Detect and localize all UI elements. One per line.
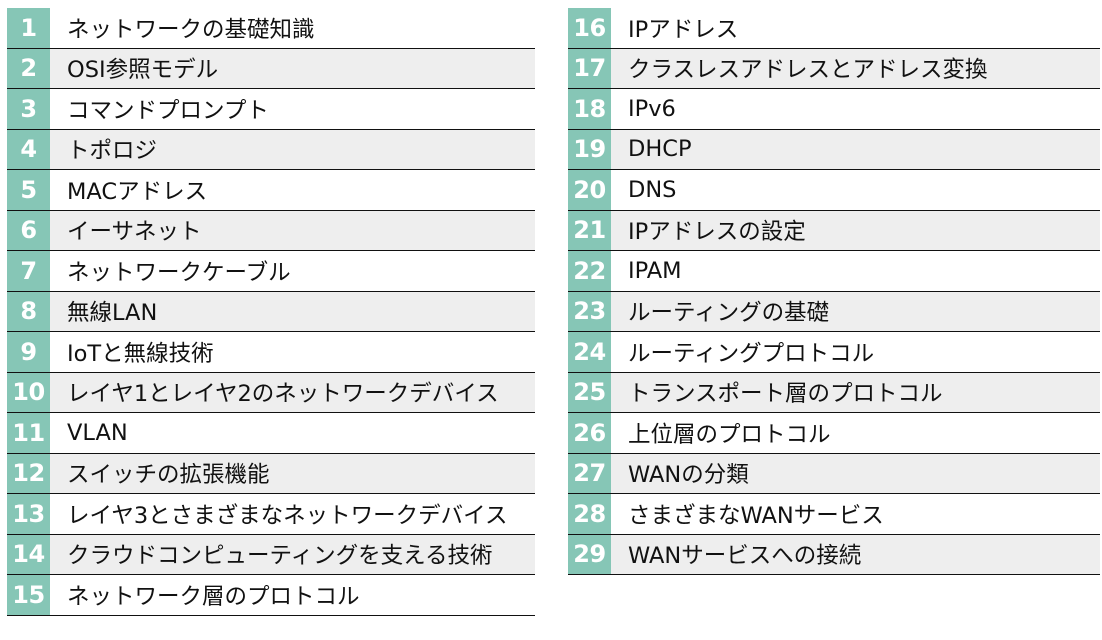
list-item: 24 ルーティングプロトコル xyxy=(568,332,1100,373)
chapter-title: IPアドレスの設定 xyxy=(628,219,806,246)
list-item: 16 IPアドレス xyxy=(568,8,1100,49)
chapter-number: 23 xyxy=(568,291,611,331)
chapter-title: WANの分類 xyxy=(628,462,749,489)
chapter-title: ルーティングの基礎 xyxy=(628,300,830,327)
chapter-title: IoTと無線技術 xyxy=(67,340,214,367)
chapter-title: DNS xyxy=(628,176,677,203)
chapter-number: 1 xyxy=(7,8,50,48)
chapter-title: IPv6 xyxy=(628,95,676,122)
list-item: 1 ネットワークの基礎知識 xyxy=(7,8,535,49)
chapter-title: レイヤ1とレイヤ2のネットワークデバイス xyxy=(67,381,499,408)
chapter-number: 4 xyxy=(7,129,50,169)
chapter-number: 5 xyxy=(7,170,50,210)
chapter-number: 10 xyxy=(7,372,50,412)
chapter-number: 19 xyxy=(568,129,611,169)
chapter-number: 15 xyxy=(7,575,50,615)
list-item: 10 レイヤ1とレイヤ2のネットワークデバイス xyxy=(7,372,535,413)
list-item: 22 IPAM xyxy=(568,251,1100,292)
list-item: 17 クラスレスアドレスとアドレス変換 xyxy=(568,48,1100,89)
list-item: 2 OSI参照モデル xyxy=(7,48,535,89)
list-item: 26 上位層のプロトコル xyxy=(568,413,1100,454)
chapter-title: ネットワークケーブル xyxy=(67,259,291,286)
chapter-title: レイヤ3とさまざまなネットワークデバイス xyxy=(67,502,508,529)
chapter-number: 22 xyxy=(568,251,611,291)
chapter-number: 14 xyxy=(7,534,50,574)
list-item: 15 ネットワーク層のプロトコル xyxy=(7,575,535,616)
chapter-number: 26 xyxy=(568,413,611,453)
chapter-title: ネットワークの基礎知識 xyxy=(67,16,315,43)
chapter-title: クラウドコンピューティングを支える技術 xyxy=(67,543,493,570)
chapter-number: 17 xyxy=(568,48,611,88)
list-item: 23 ルーティングの基礎 xyxy=(568,291,1100,332)
chapter-number: 6 xyxy=(7,210,50,250)
chapter-number: 9 xyxy=(7,332,50,372)
list-item: 28 さまざまなWANサービス xyxy=(568,494,1100,535)
chapter-title: ネットワーク層のプロトコル xyxy=(67,583,360,610)
chapter-title: WANサービスへの接続 xyxy=(628,543,862,570)
chapter-title: MACアドレス xyxy=(67,178,208,205)
chapter-title: VLAN xyxy=(67,419,128,446)
chapter-title: スイッチの拡張機能 xyxy=(67,462,270,489)
chapter-title: トランスポート層のプロトコル xyxy=(628,381,943,408)
chapter-title: イーサネット xyxy=(67,219,202,246)
chapter-number: 3 xyxy=(7,89,50,129)
chapter-number: 24 xyxy=(568,332,611,372)
chapter-title: クラスレスアドレスとアドレス変換 xyxy=(628,57,988,84)
chapter-title: トポロジ xyxy=(67,138,158,165)
chapter-number: 13 xyxy=(7,494,50,534)
list-item: 8 無線LAN xyxy=(7,291,535,332)
chapter-number: 20 xyxy=(568,170,611,210)
chapter-number: 2 xyxy=(7,48,50,88)
list-item: 19 DHCP xyxy=(568,129,1100,170)
list-item: 27 WANの分類 xyxy=(568,453,1100,494)
list-item: 21 IPアドレスの設定 xyxy=(568,210,1100,251)
chapter-title: ルーティングプロトコル xyxy=(628,340,875,367)
list-item: 25 トランスポート層のプロトコル xyxy=(568,372,1100,413)
chapter-number: 29 xyxy=(568,534,611,574)
chapter-number: 16 xyxy=(568,8,611,48)
list-item: 12 スイッチの拡張機能 xyxy=(7,453,535,494)
chapter-title: 無線LAN xyxy=(67,300,158,327)
chapter-number: 7 xyxy=(7,251,50,291)
chapter-number: 27 xyxy=(568,453,611,493)
chapter-title: IPアドレス xyxy=(628,16,739,43)
chapter-list-left: 1 ネットワークの基礎知識 2 OSI参照モデル 3 コマンドプロンプト 4 トポロジ … xyxy=(7,8,535,616)
list-item: 11 VLAN xyxy=(7,413,535,454)
list-item: 20 DNS xyxy=(568,170,1100,211)
list-item: 18 IPv6 xyxy=(568,89,1100,130)
list-item: 6 イーサネット xyxy=(7,210,535,251)
list-item: 5 MACアドレス xyxy=(7,170,535,211)
chapter-number: 21 xyxy=(568,210,611,250)
list-item: 14 クラウドコンピューティングを支える技術 xyxy=(7,534,535,575)
chapter-number: 8 xyxy=(7,291,50,331)
chapter-list-right: 16 IPアドレス 17 クラスレスアドレスとアドレス変換 18 IPv6 19 DHC… xyxy=(568,8,1100,575)
list-item: 7 ネットワークケーブル xyxy=(7,251,535,292)
chapter-number: 25 xyxy=(568,372,611,412)
list-item: 9 IoTと無線技術 xyxy=(7,332,535,373)
chapter-title: コマンドプロンプト xyxy=(67,97,269,124)
list-item: 29 WANサービスへの接続 xyxy=(568,534,1100,575)
chapter-number: 28 xyxy=(568,494,611,534)
chapter-title: 上位層のプロトコル xyxy=(628,421,831,448)
list-item: 3 コマンドプロンプト xyxy=(7,89,535,130)
chapter-number: 11 xyxy=(7,413,50,453)
chapter-title: OSI参照モデル xyxy=(67,57,219,84)
chapter-title: IPAM xyxy=(628,257,682,284)
chapter-number: 12 xyxy=(7,453,50,493)
chapter-title: さまざまなWANサービス xyxy=(628,502,884,529)
chapter-title: DHCP xyxy=(628,136,692,163)
list-item: 4 トポロジ xyxy=(7,129,535,170)
chapter-number: 18 xyxy=(568,89,611,129)
list-item: 13 レイヤ3とさまざまなネットワークデバイス xyxy=(7,494,535,535)
